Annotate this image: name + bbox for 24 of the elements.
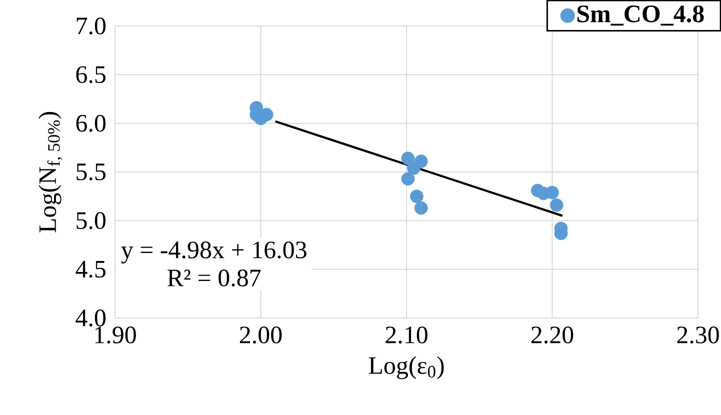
x-tick-label: 1.90 bbox=[95, 326, 136, 344]
y-tick-label: 4.0 bbox=[76, 310, 106, 326]
point bbox=[407, 161, 420, 175]
point bbox=[401, 152, 415, 166]
x-axis-title: Log(ε$_{0}$) bbox=[368, 356, 444, 380]
x-tick-label: 2.30 bbox=[677, 326, 719, 344]
x-tick-label: 2.20 bbox=[531, 326, 574, 344]
legend-label: Sm_CO_4.8 bbox=[577, 5, 704, 26]
y-tick-label: 6.0 bbox=[76, 114, 106, 132]
y-tick-label: 6.5 bbox=[76, 66, 106, 84]
annotation: R² = 0.87 bbox=[168, 269, 261, 286]
point bbox=[401, 172, 415, 186]
x-tick-label: 2.10 bbox=[386, 326, 428, 344]
y-tick-label: 5.0 bbox=[76, 212, 106, 230]
y-tick-label: 4.5 bbox=[76, 260, 106, 278]
point bbox=[414, 201, 428, 215]
point bbox=[550, 198, 564, 212]
x-tick-label: 2.00 bbox=[240, 326, 282, 344]
y-tick-label: 5.5 bbox=[76, 164, 106, 180]
annotation: y = -4.98x + 16.03 bbox=[121, 241, 306, 264]
point bbox=[546, 186, 559, 200]
y-axis-title: Log(N$_{f, 50%}$) bbox=[38, 112, 62, 232]
y-tick-label: 7.0 bbox=[76, 18, 106, 34]
point bbox=[410, 190, 424, 204]
